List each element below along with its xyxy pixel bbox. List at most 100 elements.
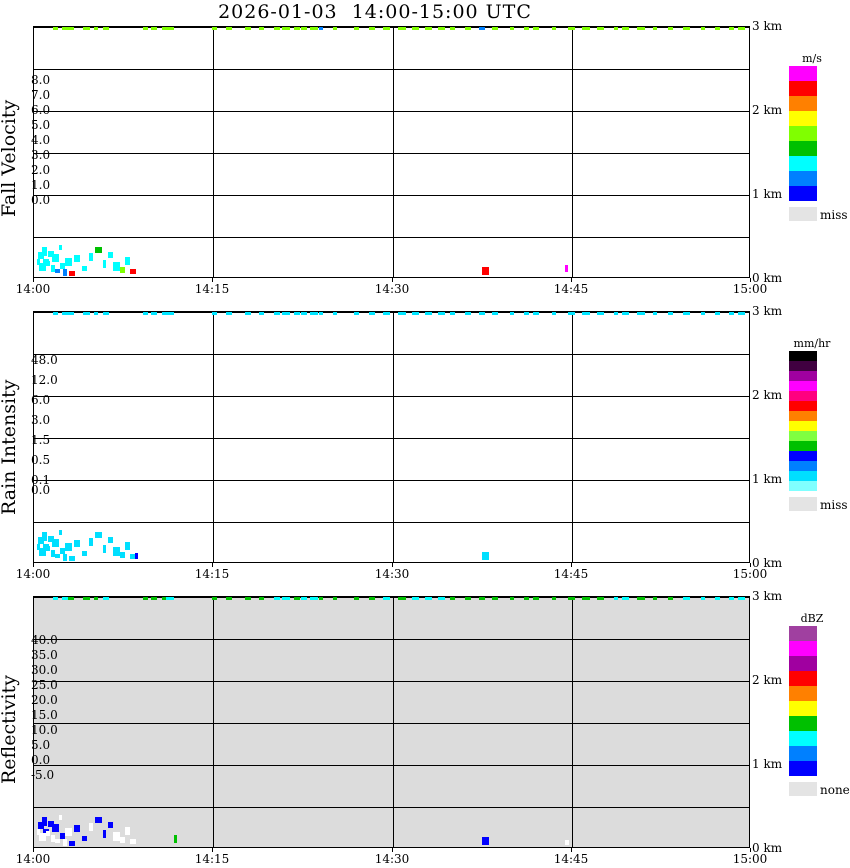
data-cell: [596, 312, 605, 315]
x-axis-tick-label: 15:00: [732, 852, 768, 866]
data-cell: [582, 312, 590, 315]
panel-fall-velocity: [33, 26, 750, 278]
gridline-vertical: [393, 27, 394, 277]
colorbar-swatch: [789, 186, 817, 201]
data-cell: [47, 535, 54, 542]
data-cell: [53, 312, 58, 315]
colorbar-swatch: [789, 471, 817, 481]
data-cell: [211, 27, 218, 30]
gridline-vertical: [572, 27, 573, 277]
data-cell: [701, 312, 706, 315]
data-cell: [411, 597, 419, 600]
data-cell: [332, 312, 338, 315]
data-cell: [273, 312, 280, 315]
colorbar-tick-label: 40.0: [31, 633, 58, 647]
colorbar-tick-label: 20.0: [31, 693, 58, 707]
colorbar-tick-label: -5.0: [31, 768, 55, 782]
data-cell: [93, 597, 99, 600]
data-cell: [63, 268, 67, 276]
data-cell: [383, 597, 390, 600]
y-axis-tick-label: 0 km: [752, 556, 783, 570]
colorbar-tick-label: 25.0: [31, 678, 58, 692]
panel-caption-reflectivity: Reflectivity: [0, 675, 20, 785]
colorbar-swatch: [789, 451, 817, 461]
data-cell: [273, 597, 280, 600]
data-cell: [464, 27, 471, 30]
data-cell: [300, 312, 308, 315]
data-cell: [120, 836, 125, 843]
colorbar-missing-swatch: [789, 497, 817, 511]
colorbar-tick-label: 0.0: [31, 193, 51, 207]
data-cell: [258, 27, 264, 30]
data-cell: [173, 834, 177, 843]
colorbar-swatch: [789, 656, 817, 671]
data-cell: [273, 27, 280, 30]
colorbar-swatch: [789, 81, 817, 96]
data-cell: [63, 838, 67, 846]
colorbar-tick-label: 1.5: [31, 433, 51, 447]
data-cell: [293, 27, 300, 30]
data-cell: [102, 829, 107, 839]
data-cell: [596, 27, 605, 30]
data-cell: [596, 597, 605, 600]
gridline-horizontal: [34, 639, 749, 640]
data-cell: [61, 312, 69, 315]
data-cell: [61, 27, 69, 30]
x-axis-tick: [750, 278, 751, 282]
colorbar-swatch: [789, 761, 817, 776]
data-cell: [354, 312, 360, 315]
data-cell: [282, 27, 290, 30]
data-cell: [510, 27, 514, 30]
data-cell: [653, 597, 658, 600]
data-cell: [59, 547, 66, 554]
colorbar-tick-label: 10.0: [31, 723, 58, 737]
colorbar-swatch: [789, 141, 817, 156]
data-cell: [582, 597, 590, 600]
page-title: 2026-01-03 14:00-15:00 UTC: [218, 1, 532, 23]
colorbar-swatch: [789, 66, 817, 81]
data-cell: [354, 597, 360, 600]
y-axis-tick-label: 1 km: [752, 757, 783, 771]
data-cell: [38, 536, 44, 544]
data-cell: [68, 597, 74, 600]
x-axis-tick-label: 14:15: [194, 567, 230, 581]
data-cell: [52, 539, 59, 547]
x-axis-tick: [33, 848, 34, 852]
x-axis-tick: [392, 278, 393, 282]
data-cell: [568, 312, 576, 315]
data-cell: [369, 27, 376, 30]
data-cell: [162, 27, 167, 30]
data-cell: [282, 312, 290, 315]
gridline-horizontal: [34, 354, 749, 355]
panel-caption-rain-intensity: Rain Intensity: [0, 379, 20, 516]
data-cell: [58, 529, 62, 535]
plot-area-reflectivity[interactable]: [33, 596, 750, 848]
colorbar-swatch: [789, 716, 817, 731]
x-axis-tick-label: 14:00: [15, 852, 51, 866]
panel-reflectivity: [33, 596, 750, 848]
gridline-vertical: [393, 597, 394, 847]
data-cell: [63, 553, 67, 561]
plot-area-fall-velocity[interactable]: [33, 26, 750, 278]
colorbar-tick-label: 3.0: [31, 413, 51, 427]
data-cell: [464, 597, 471, 600]
data-cell: [69, 270, 76, 276]
data-cell: [383, 27, 390, 30]
plot-area-rain-intensity[interactable]: [33, 311, 750, 563]
data-cell: [162, 597, 167, 600]
data-cell: [50, 835, 56, 843]
y-axis-tick-label: 1 km: [752, 187, 783, 201]
data-cell: [482, 552, 490, 561]
data-cell: [449, 597, 455, 600]
gridline-horizontal: [34, 195, 749, 196]
data-cell: [142, 597, 148, 600]
data-cell: [142, 312, 148, 315]
gridline-horizontal: [34, 438, 749, 439]
data-cell: [738, 597, 745, 600]
colorbar-tick-label: 8.0: [31, 73, 51, 87]
data-cell: [332, 597, 338, 600]
colorbar-missing-swatch: [789, 207, 817, 221]
data-cell: [135, 552, 139, 559]
colorbar-swatch: [789, 381, 817, 391]
data-cell: [46, 831, 51, 837]
